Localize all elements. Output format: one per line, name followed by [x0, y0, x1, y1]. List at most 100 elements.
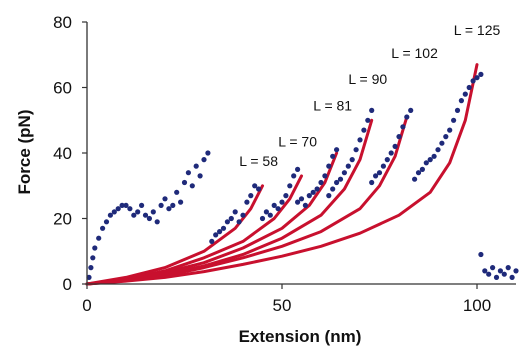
data-point	[131, 212, 137, 218]
data-point	[306, 193, 312, 199]
data-point	[376, 170, 383, 176]
data-point	[170, 202, 176, 208]
data-point	[310, 189, 316, 195]
data-point	[357, 137, 363, 143]
annotation-label: L = 90	[348, 71, 387, 87]
data-point	[435, 147, 441, 153]
data-point	[224, 219, 230, 225]
data-point	[259, 215, 266, 222]
data-point	[361, 127, 367, 133]
data-point	[513, 268, 519, 274]
data-point	[275, 206, 281, 212]
data-point	[236, 219, 242, 225]
data-point	[334, 179, 340, 186]
data-point	[412, 176, 418, 182]
data-point	[482, 268, 488, 274]
data-point	[466, 84, 472, 91]
data-point	[244, 199, 250, 205]
data-point	[220, 225, 227, 231]
axes	[86, 22, 516, 285]
y-tick-label-0: 0	[63, 275, 72, 294]
annotation-label: L = 81	[313, 97, 352, 113]
fit-curve-L58	[85, 184, 264, 286]
data-point	[256, 186, 262, 192]
data-point	[158, 202, 164, 208]
data-point	[396, 134, 402, 140]
data-point	[302, 202, 308, 208]
data-point	[474, 75, 480, 81]
data-point	[119, 202, 125, 208]
data-point	[345, 163, 351, 169]
data-point	[369, 179, 375, 186]
data-point	[228, 215, 234, 222]
data-point	[501, 271, 507, 277]
data-point	[326, 193, 332, 199]
data-point	[439, 140, 445, 146]
data-point	[166, 206, 172, 212]
data-point	[240, 212, 246, 218]
annotation-label: L = 58	[239, 153, 278, 169]
data-point	[150, 209, 156, 215]
data-point	[478, 251, 484, 258]
data-point	[248, 193, 254, 199]
data-point	[408, 107, 414, 113]
data-point	[295, 166, 301, 172]
data-point	[423, 160, 429, 166]
data-point	[146, 215, 152, 222]
data-point	[462, 91, 468, 97]
data-point	[139, 202, 145, 208]
annotation-label: L = 102	[391, 45, 438, 61]
data-point	[415, 170, 422, 176]
data-point	[443, 134, 449, 140]
data-point	[458, 98, 464, 104]
data-point	[107, 212, 113, 218]
data-point	[189, 183, 195, 189]
data-point	[135, 209, 141, 215]
x-tick-label-2: 100	[463, 296, 491, 315]
data-point	[493, 274, 500, 280]
data-point	[427, 157, 433, 163]
data-point	[330, 186, 336, 192]
fit-curve-L90	[85, 118, 374, 286]
data-point	[205, 150, 211, 156]
data-point	[490, 265, 496, 271]
data-point	[447, 127, 453, 133]
data-point	[279, 199, 285, 205]
data-point	[213, 232, 219, 238]
data-point	[162, 196, 168, 202]
data-points	[86, 71, 519, 280]
data-point	[193, 163, 199, 169]
data-point	[454, 107, 461, 113]
data-point	[314, 186, 320, 192]
data-point	[349, 157, 355, 163]
data-point	[201, 157, 207, 163]
data-point	[295, 199, 301, 205]
data-point	[232, 209, 238, 215]
data-point	[209, 238, 215, 244]
data-point	[322, 173, 328, 179]
fit-curve-L125	[85, 63, 479, 286]
data-point	[330, 153, 336, 159]
data-point	[127, 206, 133, 212]
data-point	[505, 265, 511, 271]
data-point	[185, 170, 191, 176]
data-point	[509, 274, 515, 280]
data-point	[174, 189, 180, 195]
data-point	[384, 157, 390, 163]
data-point	[267, 212, 273, 218]
data-point	[326, 163, 332, 169]
data-point	[337, 176, 344, 182]
data-point	[380, 163, 386, 169]
y-tick-label-3: 60	[53, 79, 72, 98]
data-point	[181, 179, 188, 186]
data-point	[291, 173, 297, 179]
data-point	[365, 117, 371, 123]
data-point	[96, 235, 102, 241]
data-point	[369, 107, 375, 113]
data-point	[92, 245, 98, 251]
data-point	[263, 209, 269, 215]
data-point	[154, 219, 160, 225]
data-point	[486, 271, 492, 277]
data-point	[497, 268, 503, 274]
